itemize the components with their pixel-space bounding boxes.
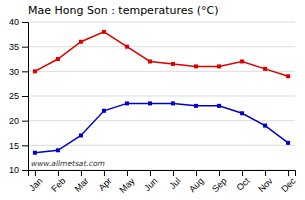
y-tick-label: 40 [9,17,19,27]
marker [56,57,60,61]
marks [33,30,290,155]
y-tick-label: 15 [9,141,19,151]
y-tick: 40 [9,17,28,27]
chart: 10 15 20 25 30 35 40 Jan Feb Mar AprMay Jun Jul Aug Se… [0,0,305,200]
marker [125,101,129,105]
marker [194,104,198,108]
x-tick-mark [265,170,266,176]
y-tick-label: 35 [9,42,19,52]
x-tick-label: Aug [187,176,205,194]
x-tick-label: Dec [279,175,298,194]
x-tick-mark [58,170,59,176]
y-tick-label: 25 [9,91,19,101]
x-tick: Feb [49,170,67,194]
x-tick-mark [81,170,82,176]
grid-line [28,71,295,72]
y-axis-line [22,23,29,171]
grid [28,22,295,170]
marker [194,64,198,68]
y-tick: 25 [9,91,28,101]
marker [217,104,221,108]
marker [240,111,244,115]
x-tick: Jul [167,170,182,191]
x-tick-label: Feb [49,176,67,194]
x-tick: Dec [279,170,298,194]
marker [56,148,60,152]
marker [79,133,83,137]
marker [171,62,175,66]
y-tick-mark [22,96,28,97]
x-tick-label: Oct [235,175,252,192]
x-tick: Nov [256,170,275,194]
y-tick-mark [22,47,28,48]
x-tick: Jan [27,170,44,193]
grid-line [28,22,295,23]
x-tick: Apr [97,170,114,193]
marker [33,69,37,73]
marker [286,141,290,145]
marker [125,45,129,49]
x-tick-label: May [117,175,136,194]
marker [102,109,106,113]
x-tick-mark [35,170,36,176]
y-tick-mark [22,145,28,146]
series-line [35,103,288,152]
x-axis-line [29,171,296,177]
x-tick-mark [127,170,128,176]
x-tick-mark [104,170,105,176]
x-tick-label: Nov [256,175,275,194]
marker [148,59,152,63]
marker [286,74,290,78]
grid-line [28,145,295,146]
y-tick-label: 10 [9,165,19,175]
x-tick-label: Jul [167,176,182,191]
annotation: www.allmetsat.com [31,159,105,168]
x-tick-mark [196,170,197,176]
y-tick-label: 20 [9,116,19,126]
y-tick: 10 [9,165,28,175]
y-tick: 15 [9,141,28,151]
marker [79,40,83,44]
x-tick-label: Jan [27,176,44,193]
x-tick: Jun [142,170,159,193]
x-tick-label: Sep [210,176,228,194]
marker [102,30,106,34]
y-tick-mark [22,170,28,171]
marker [263,67,267,71]
y-tick: 20 [9,116,28,126]
x-tick: Aug [187,170,205,194]
x-tick: Mar [72,170,90,194]
marker [263,124,267,128]
marker [240,59,244,63]
y-tick: 35 [9,42,28,52]
y-tick: 30 [9,67,28,77]
y-tick-label: 30 [9,67,19,77]
x-tick-label: Jun [142,176,159,193]
grid-line [28,46,295,47]
x-tick-label: Mar [72,176,90,194]
title: Mae Hong Son : temperatures (°C) [28,4,218,17]
y-tick-mark [22,22,28,23]
marker [171,101,175,105]
x-tick: Oct [235,170,252,193]
x-axis: Jan Feb Mar AprMay Jun Jul Aug Sep OctNovDec [27,170,298,195]
marker [217,64,221,68]
y-tick-mark [22,121,28,122]
y-tick-mark [22,71,28,72]
marker [33,151,37,155]
x-tick-mark [173,170,174,176]
plot: 10 15 20 25 30 35 40 Jan Feb Mar AprMay Jun Jul Aug Se… [9,17,298,195]
x-tick-mark [288,170,289,176]
marker [148,101,152,105]
grid-line [28,96,295,97]
x-tick-mark [242,170,243,176]
x-tick-mark [150,170,151,176]
x-tick-mark [219,170,220,176]
x-tick: Sep [210,170,228,194]
series-line [35,32,288,76]
x-tick-label: Apr [97,176,114,193]
x-tick: May [117,170,136,195]
y-axis: 10 15 20 25 30 35 40 [9,17,29,175]
